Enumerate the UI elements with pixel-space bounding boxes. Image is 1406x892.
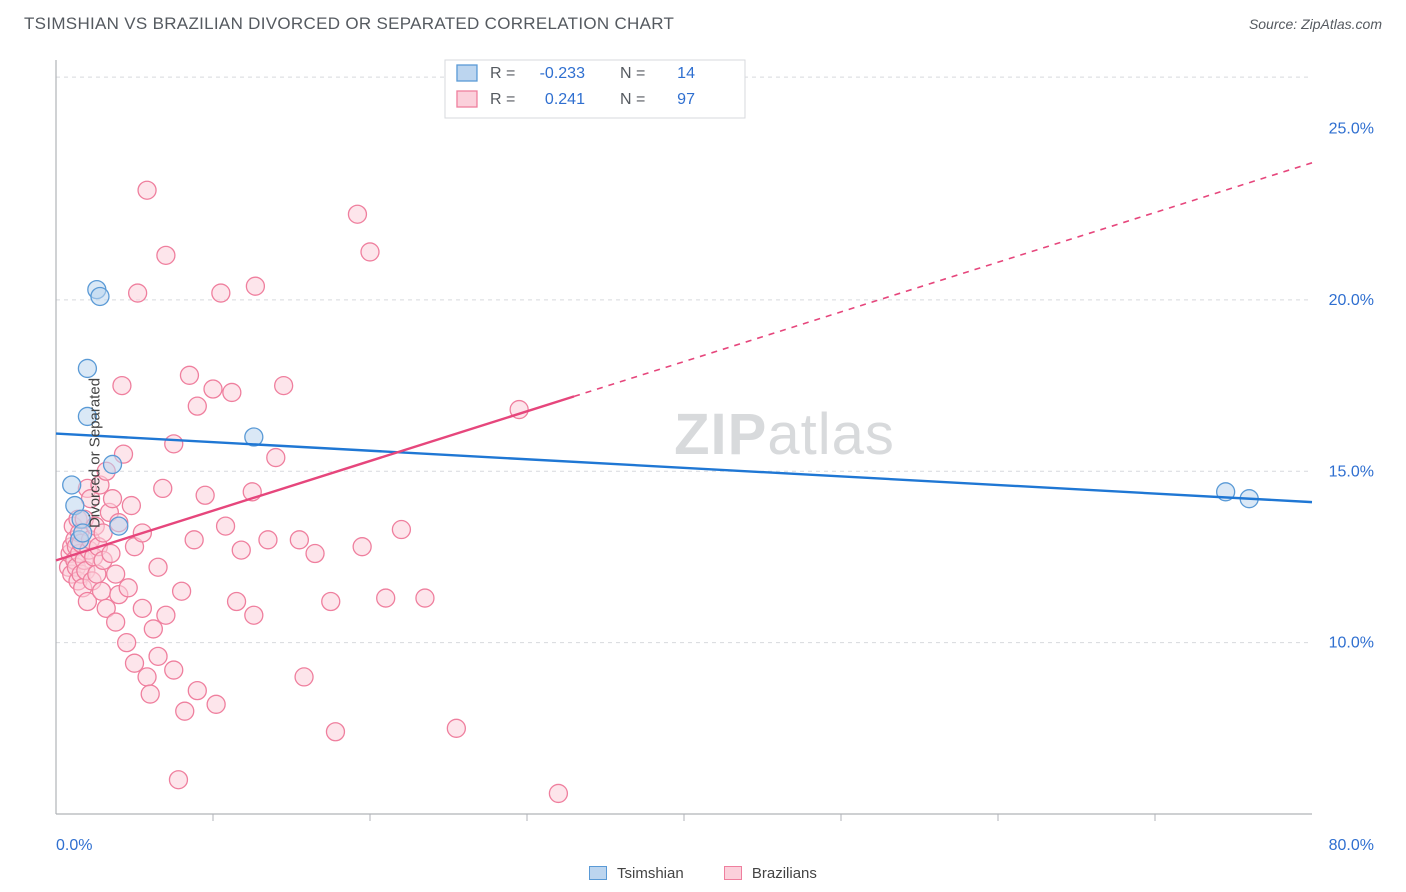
chart-title: TSIMSHIAN VS BRAZILIAN DIVORCED OR SEPAR… (24, 14, 674, 34)
legend-label: Tsimshian (617, 865, 684, 882)
svg-text:0.0%: 0.0% (56, 837, 92, 854)
svg-text:25.0%: 25.0% (1329, 121, 1374, 138)
chart-header: TSIMSHIAN VS BRAZILIAN DIVORCED OR SEPAR… (0, 0, 1406, 40)
svg-text:14: 14 (677, 65, 695, 82)
chart-area: Divorced or Separated 10.0% 15.0% 20.0% 25.… (24, 52, 1382, 854)
svg-text:15.0%: 15.0% (1329, 463, 1374, 480)
svg-text:ZIPatlas: ZIPatlas (674, 402, 895, 467)
svg-text:N =: N = (620, 65, 645, 82)
chart-source: Source: ZipAtlas.com (1249, 16, 1382, 32)
svg-text:97: 97 (677, 91, 695, 108)
svg-text:20.0%: 20.0% (1329, 292, 1374, 309)
scatter-chart: 10.0% 15.0% 20.0% 25.0% 0.0% 80.0% ZIPatlas R =… (24, 52, 1382, 854)
svg-text:-0.233: -0.233 (540, 65, 585, 82)
svg-text:R =: R = (490, 91, 515, 108)
y-axis-label: Divorced or Separated (87, 378, 104, 528)
svg-text:N =: N = (620, 91, 645, 108)
svg-text:0.241: 0.241 (545, 91, 585, 108)
legend-swatch-pink (724, 866, 742, 880)
legend-bottom: Tsimshian Brazilians (0, 865, 1406, 882)
svg-text:R =: R = (490, 65, 515, 82)
svg-text:10.0%: 10.0% (1329, 635, 1374, 652)
legend-swatch-blue (589, 866, 607, 880)
legend-label: Brazilians (752, 865, 817, 882)
legend-item-brazilians: Brazilians (724, 865, 817, 882)
svg-text:80.0%: 80.0% (1329, 837, 1374, 854)
legend-item-tsimshian: Tsimshian (589, 865, 684, 882)
